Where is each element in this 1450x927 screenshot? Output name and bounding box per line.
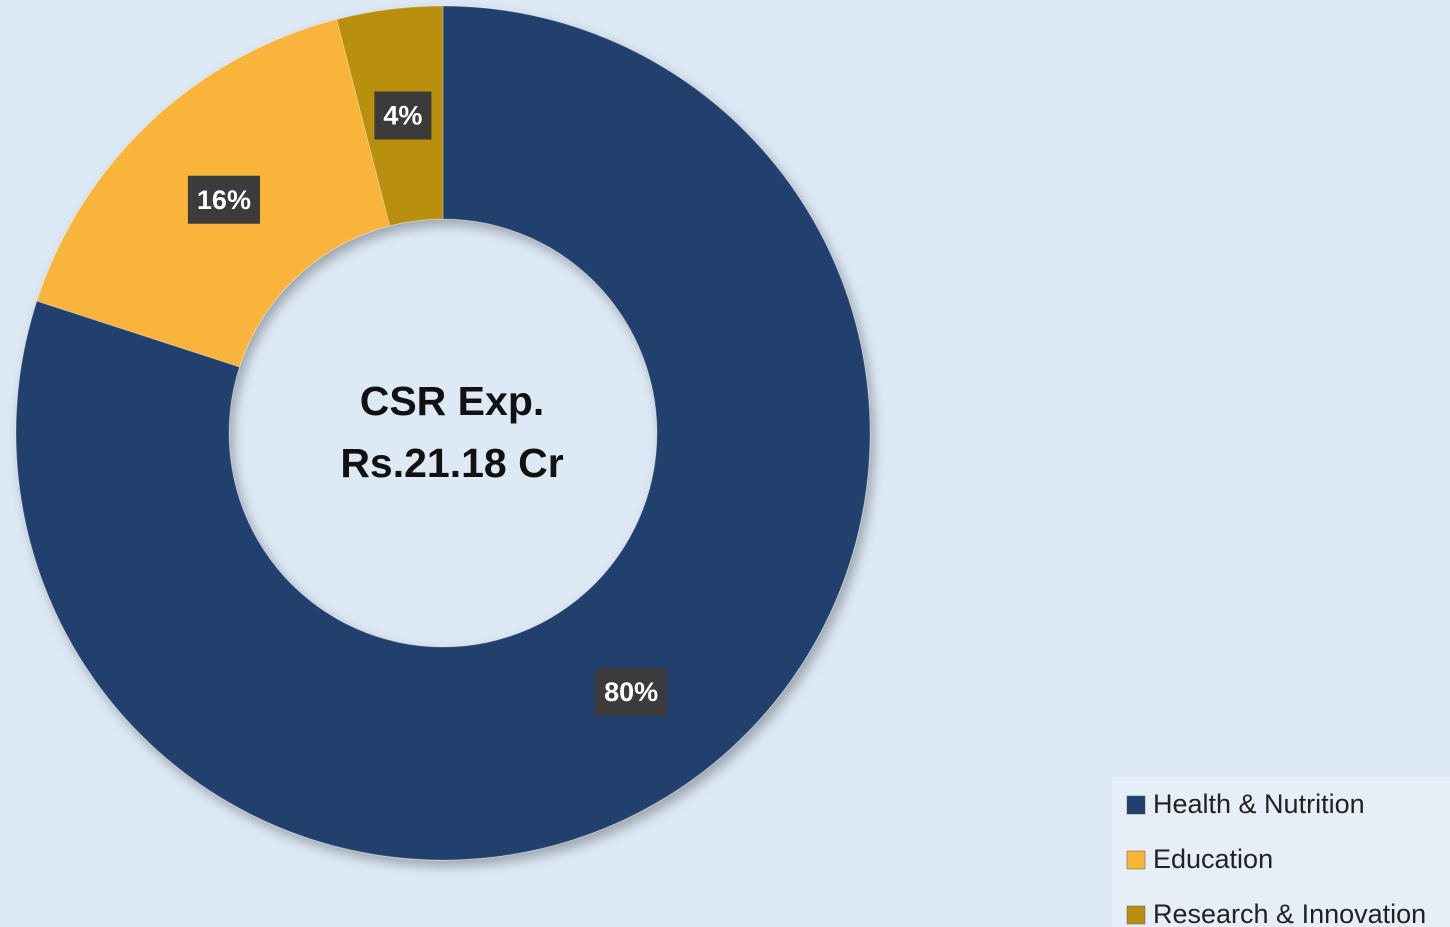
legend-swatch bbox=[1126, 850, 1146, 870]
legend-swatch bbox=[1126, 905, 1146, 925]
legend-box bbox=[1112, 777, 1450, 927]
legend-label: Research & Innovation bbox=[1153, 899, 1426, 927]
donut bbox=[15, 5, 871, 861]
center-label: Rs.21.18 Cr bbox=[340, 440, 563, 486]
center-label: CSR Exp. bbox=[360, 378, 545, 424]
value-label: 16% bbox=[197, 185, 251, 215]
value-label-box bbox=[374, 91, 432, 140]
value-labels: 80% 16% 4% bbox=[187, 91, 668, 716]
legend-label: Education bbox=[1153, 844, 1273, 874]
value-label-box bbox=[187, 175, 260, 224]
legend-swatch bbox=[1126, 795, 1146, 815]
value-label-box bbox=[595, 667, 668, 716]
slice bbox=[15, 5, 871, 861]
legend: Health & Nutrition Education Research & In… bbox=[1126, 789, 1426, 927]
value-label: 4% bbox=[383, 101, 422, 131]
value-label: 80% bbox=[604, 677, 658, 707]
legend-label: Health & Nutrition bbox=[1153, 789, 1365, 819]
